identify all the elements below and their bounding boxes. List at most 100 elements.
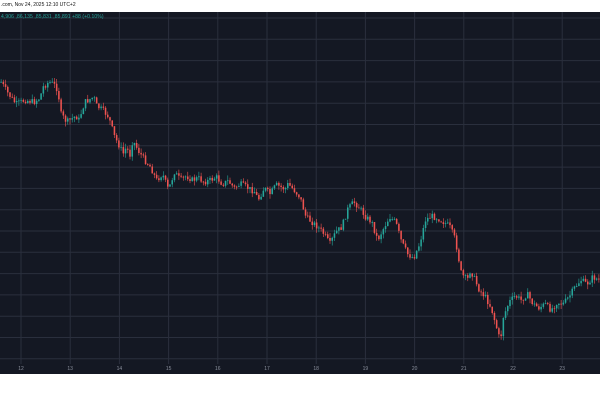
- candle-body: [362, 207, 365, 215]
- candle-body: [198, 176, 200, 178]
- candle-body: [355, 203, 358, 208]
- candle-body: [167, 179, 169, 187]
- candle-body: [22, 99, 25, 102]
- candle-body: [473, 276, 476, 277]
- candle-body: [204, 181, 207, 185]
- candle-body: [147, 164, 149, 165]
- candle-body: [564, 298, 567, 303]
- candle-body: [267, 187, 269, 189]
- candle-body: [162, 175, 165, 178]
- candle-body: [515, 296, 518, 298]
- candle-body: [433, 213, 436, 220]
- candle-body: [322, 228, 325, 234]
- candle-body: [440, 221, 442, 223]
- candle-body: [418, 246, 420, 251]
- candle-body: [575, 286, 578, 287]
- candle-body: [62, 111, 65, 116]
- candle-body: [302, 199, 305, 210]
- candle-body: [524, 298, 527, 301]
- candle-body: [107, 114, 109, 118]
- candle-body: [235, 186, 238, 188]
- candle-body: [229, 180, 231, 184]
- candle-body: [409, 254, 411, 258]
- price-chart[interactable]: 12 13 14 15 16 17 18 19 20 21 22 23 4,906 ,86,135 ,…: [0, 12, 600, 374]
- candle-body: [507, 306, 509, 312]
- candle-body: [215, 175, 218, 179]
- candle-body: [511, 296, 513, 300]
- candle-body: [193, 177, 196, 181]
- candle-body: [344, 218, 347, 220]
- candle-body: [20, 99, 22, 101]
- candle-body: [307, 215, 309, 217]
- candle-body: [535, 303, 538, 307]
- candle-body: [15, 101, 18, 103]
- candle-body: [558, 303, 560, 305]
- candle-body: [282, 187, 285, 190]
- candle-body: [191, 177, 193, 182]
- candle-body: [529, 292, 531, 299]
- candle-body: [567, 297, 569, 299]
- candle-body: [295, 192, 298, 195]
- candle-body: [178, 173, 180, 176]
- candle-body: [131, 145, 133, 157]
- candle-body: [455, 235, 458, 250]
- candle-body: [527, 292, 529, 299]
- candle-body: [4, 84, 7, 87]
- candle-body: [182, 176, 185, 178]
- candle-body: [555, 305, 558, 309]
- candle-body: [73, 116, 76, 119]
- candle-body: [324, 233, 327, 235]
- ohlc-readout: 4,906 ,86,135 ,85,831 ,85,891 +88 (+0.10…: [1, 14, 104, 20]
- candle-body: [67, 118, 69, 122]
- candle-body: [480, 291, 482, 293]
- candle-body: [495, 320, 498, 329]
- x-tick-label: 13: [67, 366, 73, 372]
- candle-body: [467, 275, 469, 278]
- candle-body: [427, 217, 429, 222]
- candle-body: [224, 180, 227, 186]
- candle-body: [593, 275, 596, 280]
- candle-body: [27, 100, 29, 103]
- x-tick-label: 23: [559, 366, 565, 372]
- candle-body: [187, 176, 189, 180]
- candle-body: [220, 181, 222, 185]
- candle-body: [102, 106, 105, 108]
- candle-body: [578, 283, 580, 286]
- candle-body: [404, 243, 407, 248]
- x-tick-label: 16: [215, 366, 221, 372]
- candle-body: [513, 296, 516, 297]
- candle-body: [509, 300, 511, 307]
- candle-body: [75, 116, 78, 120]
- candle-body: [98, 103, 100, 109]
- candle-body: [549, 303, 551, 312]
- candle-body: [258, 194, 260, 200]
- candle-body: [202, 181, 205, 183]
- candle-body: [291, 185, 293, 189]
- candle-body: [309, 215, 311, 222]
- candle-body: [231, 183, 233, 186]
- candle-body: [273, 185, 276, 189]
- candle-body: [298, 194, 300, 198]
- candle-body: [287, 183, 289, 188]
- candle-body: [55, 83, 58, 92]
- candle-body: [580, 280, 582, 284]
- candle-body: [240, 181, 242, 186]
- candle-body: [175, 173, 178, 175]
- candle-body: [393, 218, 396, 220]
- candle-body: [151, 166, 153, 174]
- candle-body: [100, 106, 102, 109]
- candle-body: [95, 97, 98, 104]
- candle-body: [304, 209, 307, 216]
- candle-body: [598, 278, 600, 280]
- candle-body: [142, 154, 145, 156]
- candle-body: [109, 117, 111, 121]
- candle-body: [42, 86, 45, 94]
- candle-body: [522, 299, 525, 301]
- candle-body: [158, 178, 160, 181]
- candle-body: [591, 275, 593, 283]
- candle-body: [407, 247, 409, 255]
- candle-body: [353, 201, 356, 203]
- candle-body: [378, 235, 380, 240]
- candle-body: [278, 182, 280, 186]
- candle-body: [0, 81, 2, 83]
